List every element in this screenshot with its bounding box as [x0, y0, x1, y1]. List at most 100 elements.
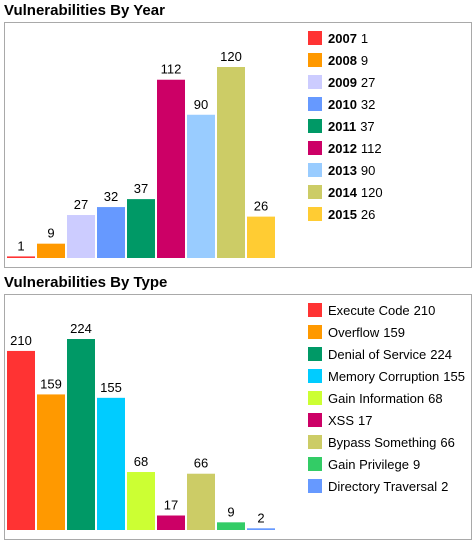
type-legend-swatch-execute-code — [308, 303, 322, 317]
type-chart-plot: 210 159 224 155 68 17 66 9 2 — [7, 321, 275, 530]
year-value-label-2012: 112 — [161, 62, 182, 77]
type-legend-label-execute-code: Execute Code — [328, 302, 410, 318]
year-chart-plot: 1 9 27 32 37 112 90 120 26 — [7, 49, 275, 258]
year-legend-swatch-2009 — [308, 75, 322, 89]
year-chart-title: Vulnerabilities By Year — [4, 2, 165, 19]
type-legend-item-execute-code: Execute Code 210 — [308, 302, 435, 318]
year-bar-2011 — [127, 199, 155, 258]
year-legend-swatch-2007 — [308, 31, 322, 45]
type-value-label-gain-information: 68 — [134, 454, 148, 469]
type-legend-item-overflow: Overflow 159 — [308, 324, 405, 340]
year-bar-2013 — [187, 114, 215, 258]
type-legend-value-bypass-something: 66 — [440, 434, 455, 450]
year-bar-2010 — [97, 207, 125, 258]
year-chart-panel: 1 9 27 32 37 112 90 120 26 2007 1 2008 9 2009 27 2010 3… — [4, 22, 472, 268]
year-value-label-2008: 9 — [47, 226, 54, 241]
type-value-label-directory-traversal: 2 — [257, 510, 264, 525]
type-legend-label-bypass-something: Bypass Something — [328, 434, 437, 450]
year-legend-swatch-2015 — [308, 207, 322, 221]
type-legend-swatch-directory-traversal — [308, 479, 322, 493]
year-value-label-2009: 27 — [74, 197, 88, 212]
type-bar-gain-privilege — [217, 522, 245, 530]
type-legend-value-overflow: 159 — [383, 324, 405, 340]
type-legend-value-memory-corruption: 155 — [443, 368, 465, 384]
year-value-label-2015: 26 — [254, 199, 268, 214]
year-legend-item-2010: 2010 32 — [308, 96, 375, 112]
type-value-label-bypass-something: 66 — [194, 456, 208, 471]
type-legend-label-xss: XSS — [328, 412, 355, 428]
type-legend-value-denial-of-service: 224 — [430, 346, 452, 362]
type-bar-bypass-something — [187, 473, 215, 530]
type-legend-item-gain-information: Gain Information 68 — [308, 390, 443, 406]
year-legend-value-2015: 26 — [360, 206, 376, 222]
type-legend-label-gain-privilege: Gain Privilege — [328, 456, 409, 472]
type-legend-swatch-denial-of-service — [308, 347, 322, 361]
type-bar-execute-code — [7, 350, 35, 530]
year-legend-swatch-2012 — [308, 141, 322, 155]
type-bar-directory-traversal — [247, 528, 275, 530]
type-legend-item-bypass-something: Bypass Something 66 — [308, 434, 455, 450]
year-bar-2007 — [7, 256, 35, 258]
year-legend-label-2015: 2015 — [328, 206, 357, 222]
type-bar-overflow — [37, 394, 65, 530]
year-legend-swatch-2008 — [308, 53, 322, 67]
year-legend-item-2008: 2008 9 — [308, 52, 368, 68]
year-legend-label-2012: 2012 — [328, 140, 357, 156]
year-legend-value-2008: 9 — [360, 52, 369, 68]
year-value-label-2013: 90 — [194, 97, 208, 112]
type-legend-label-overflow: Overflow — [328, 324, 380, 340]
year-bar-2014 — [217, 67, 245, 258]
type-legend-item-gain-privilege: Gain Privilege 9 — [308, 456, 420, 472]
type-chart-title: Vulnerabilities By Type — [4, 274, 168, 291]
year-legend-item-2013: 2013 90 — [308, 162, 375, 178]
type-value-label-overflow: 159 — [40, 376, 62, 391]
year-legend-item-2014: 2014 120 — [308, 184, 383, 200]
type-legend-item-directory-traversal: Directory Traversal 2 — [308, 478, 448, 494]
type-value-label-denial-of-service: 224 — [70, 321, 92, 336]
year-legend-value-2009: 27 — [360, 74, 376, 90]
type-value-label-execute-code: 210 — [10, 333, 32, 348]
year-legend-label-2009: 2009 — [328, 74, 357, 90]
type-legend-value-xss: 17 — [358, 412, 373, 428]
type-legend-swatch-gain-information — [308, 391, 322, 405]
type-legend-label-directory-traversal: Directory Traversal — [328, 478, 438, 494]
type-legend-value-gain-privilege: 9 — [412, 456, 421, 472]
type-bar-denial-of-service — [67, 339, 95, 530]
type-legend-swatch-memory-corruption — [308, 369, 322, 383]
year-legend-label-2007: 2007 — [328, 30, 357, 46]
type-bar-memory-corruption — [97, 397, 125, 530]
year-legend-value-2013: 90 — [360, 162, 376, 178]
type-legend-label-denial-of-service: Denial of Service — [328, 346, 427, 362]
year-legend-item-2015: 2015 26 — [308, 206, 375, 222]
year-legend-label-2014: 2014 — [328, 184, 357, 200]
type-value-label-xss: 17 — [164, 498, 178, 513]
year-legend-value-2007: 1 — [360, 30, 369, 46]
year-bar-2012 — [157, 79, 185, 258]
type-chart-panel: 210 159 224 155 68 17 66 9 2 Execute Code 210 Over… — [4, 294, 472, 540]
year-legend-swatch-2013 — [308, 163, 322, 177]
year-legend-swatch-2010 — [308, 97, 322, 111]
type-bar-gain-information — [127, 472, 155, 530]
year-bar-2009 — [67, 215, 95, 258]
year-value-label-2014: 120 — [220, 49, 242, 64]
year-legend-label-2011: 2011 — [328, 118, 357, 134]
type-value-label-gain-privilege: 9 — [227, 504, 234, 519]
year-legend-label-2013: 2013 — [328, 162, 357, 178]
type-value-label-memory-corruption: 155 — [100, 380, 122, 395]
type-legend-swatch-overflow — [308, 325, 322, 339]
type-legend-item-denial-of-service: Denial of Service 224 — [308, 346, 452, 362]
type-legend-swatch-bypass-something — [308, 435, 322, 449]
type-legend-swatch-xss — [308, 413, 322, 427]
year-legend-item-2009: 2009 27 — [308, 74, 375, 90]
year-legend-value-2011: 37 — [360, 118, 375, 134]
year-legend-label-2010: 2010 — [328, 96, 357, 112]
year-legend-item-2007: 2007 1 — [308, 30, 368, 46]
year-legend-swatch-2014 — [308, 185, 322, 199]
year-value-label-2010: 32 — [104, 189, 118, 204]
year-legend-value-2014: 120 — [360, 184, 383, 200]
year-bar-2008 — [37, 243, 65, 258]
type-legend-value-directory-traversal: 2 — [441, 478, 449, 494]
type-legend-value-execute-code: 210 — [413, 302, 436, 318]
type-legend-swatch-gain-privilege — [308, 457, 322, 471]
year-legend-label-2008: 2008 — [328, 52, 357, 68]
